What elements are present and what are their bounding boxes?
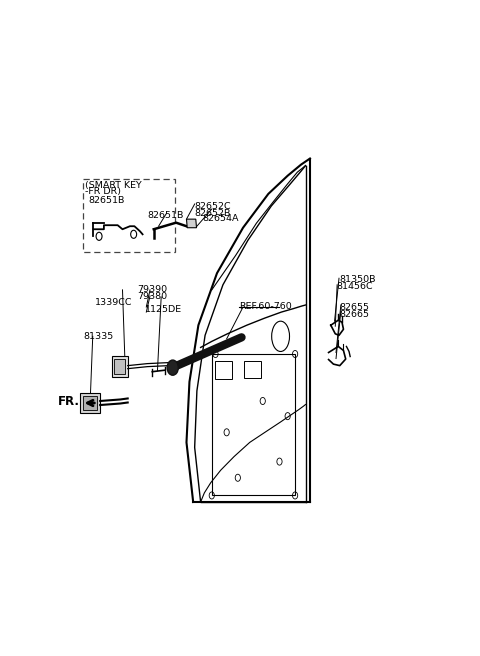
- Text: (SMART KEY: (SMART KEY: [85, 181, 142, 190]
- Text: 82654A: 82654A: [202, 214, 239, 223]
- Polygon shape: [112, 356, 128, 377]
- Polygon shape: [81, 393, 100, 413]
- Text: FR.: FR.: [58, 396, 80, 409]
- Text: 82651B: 82651B: [147, 211, 184, 220]
- Text: 81350B: 81350B: [339, 275, 375, 283]
- Polygon shape: [114, 359, 125, 374]
- Polygon shape: [83, 396, 97, 410]
- Text: 79380: 79380: [137, 292, 168, 301]
- Text: 82651B: 82651B: [88, 196, 124, 205]
- Text: 82652C: 82652C: [195, 203, 231, 211]
- Text: 81456C: 81456C: [336, 282, 372, 291]
- Circle shape: [131, 230, 137, 238]
- Text: 1339CC: 1339CC: [96, 298, 133, 308]
- Text: 82652B: 82652B: [195, 209, 231, 218]
- Polygon shape: [186, 219, 196, 228]
- Text: 82655: 82655: [340, 304, 370, 312]
- Circle shape: [96, 232, 102, 240]
- Text: REF.60-760: REF.60-760: [240, 302, 292, 311]
- Text: 81335: 81335: [83, 333, 113, 341]
- Text: 79390: 79390: [137, 285, 168, 294]
- Text: 1125DE: 1125DE: [145, 305, 182, 314]
- Text: 82665: 82665: [340, 310, 370, 319]
- Circle shape: [167, 360, 178, 375]
- Text: -FR DR): -FR DR): [85, 188, 121, 196]
